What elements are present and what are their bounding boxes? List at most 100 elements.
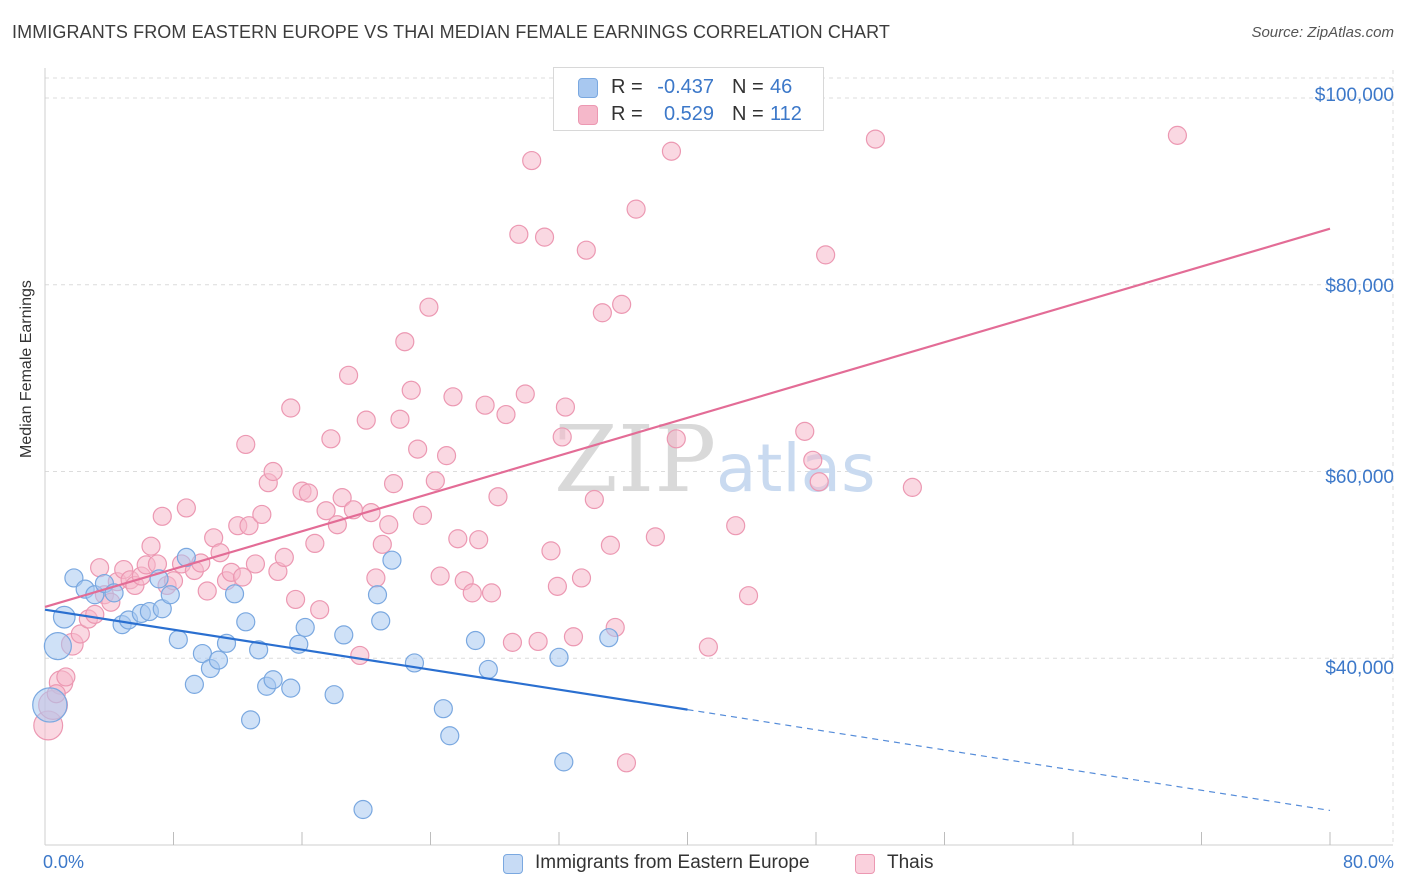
thais-point xyxy=(469,530,489,550)
thais-point xyxy=(285,589,306,610)
thais-point xyxy=(321,429,341,449)
eastern-europe-point xyxy=(367,585,388,605)
thais-point xyxy=(274,547,294,568)
thais-point xyxy=(85,604,105,624)
series-label-thais: Thais xyxy=(887,852,934,873)
thais-point xyxy=(356,410,376,430)
legend-row-thais: R = 0.529 N = 112 xyxy=(554,102,823,128)
thais-point xyxy=(430,566,450,586)
thais-point xyxy=(515,384,535,404)
eastern-europe-point xyxy=(478,659,498,680)
trend-lines xyxy=(44,227,1331,812)
y-tick-label: $60,000 xyxy=(1325,467,1394,488)
thais-point xyxy=(401,380,421,400)
legend-swatch-blue xyxy=(578,78,598,98)
thais-point xyxy=(316,501,336,521)
eastern-europe-point xyxy=(32,687,68,723)
eastern-europe-point xyxy=(334,625,354,645)
thais-point xyxy=(661,141,682,161)
chart-title: IMMIGRANTS FROM EASTERN EUROPE VS THAI M… xyxy=(12,22,891,42)
eastern-europe-point xyxy=(440,726,460,746)
eastern-europe-point xyxy=(353,799,373,820)
thais-point xyxy=(576,240,596,260)
thais-point xyxy=(252,504,272,525)
eastern-europe-point xyxy=(208,650,229,670)
series-label-eastern-europe: Immigrants from Eastern Europe xyxy=(535,852,810,873)
thais-point xyxy=(738,586,759,606)
thais-point xyxy=(571,568,592,588)
source-label: Source: ZipAtlas.com xyxy=(1251,24,1394,41)
y-axis-label: Median Female Earnings xyxy=(18,280,35,458)
eastern-europe-point xyxy=(160,585,180,605)
eastern-europe-point xyxy=(554,752,574,772)
thais-point xyxy=(541,541,561,561)
thais-point xyxy=(197,581,217,601)
series-swatch-blue xyxy=(503,854,523,874)
thais-point xyxy=(1167,125,1188,145)
thais-point xyxy=(366,568,386,588)
thais-point xyxy=(236,434,256,455)
thais-point xyxy=(552,427,572,447)
thais-point xyxy=(443,387,463,407)
thais-point xyxy=(305,533,325,554)
thais-point xyxy=(263,461,283,482)
thais-point xyxy=(645,527,665,547)
thais-point xyxy=(332,488,352,508)
thais-point xyxy=(528,631,548,652)
legend-r-value: 0.529 xyxy=(663,103,714,125)
thais-point xyxy=(592,303,612,323)
eastern-europe-point xyxy=(599,628,619,648)
eastern-europe-trend-extension xyxy=(687,709,1331,812)
thais-point xyxy=(448,529,468,549)
eastern-europe-trend-line xyxy=(44,608,688,711)
thais-point xyxy=(698,637,718,657)
thais-point xyxy=(547,576,567,596)
legend-r-label: R = xyxy=(611,76,643,98)
legend-n-label: N = xyxy=(732,103,764,125)
thais-point xyxy=(245,554,266,574)
thais-point xyxy=(408,439,428,459)
eastern-europe-point xyxy=(281,678,301,698)
eastern-europe-point xyxy=(236,612,256,632)
y-tick-label: $80,000 xyxy=(1325,276,1394,297)
x-tick-label-min: 0.0% xyxy=(43,852,85,872)
thais-point xyxy=(509,224,529,244)
eastern-europe-point xyxy=(263,670,283,690)
thais-point xyxy=(298,483,319,503)
thais-point xyxy=(502,632,523,652)
thais-point xyxy=(865,129,886,149)
thais-point xyxy=(563,627,584,647)
eastern-europe-point xyxy=(192,643,213,664)
thais-point xyxy=(390,409,410,429)
legend-n-value: 46 xyxy=(770,76,793,98)
thais-point xyxy=(425,471,445,491)
eastern-europe-point xyxy=(549,647,569,667)
eastern-europe-point xyxy=(465,630,486,651)
thais-point xyxy=(488,487,508,507)
thais-point xyxy=(372,534,392,554)
thais-point xyxy=(496,404,516,425)
thais-point xyxy=(412,505,433,525)
thais-point xyxy=(90,558,110,578)
thais-point xyxy=(141,536,161,556)
series-legend: Immigrants from Eastern Europe Thais xyxy=(0,852,1406,878)
thais-point xyxy=(584,489,604,510)
y-tick-label: $100,000 xyxy=(1314,85,1394,106)
thais-point xyxy=(534,227,555,247)
thais-point xyxy=(436,446,457,466)
thais-point xyxy=(522,150,542,171)
thais-point xyxy=(600,535,621,555)
thais-point xyxy=(350,645,370,666)
eastern-europe-point xyxy=(295,617,315,638)
thais-point xyxy=(809,472,829,492)
thais-point xyxy=(626,199,646,219)
eastern-europe-point xyxy=(184,674,204,694)
eastern-europe-point xyxy=(324,685,344,705)
thais-point xyxy=(281,398,301,418)
thais-point xyxy=(803,450,823,470)
thais-point xyxy=(310,600,330,620)
thais-point xyxy=(383,474,404,494)
eastern-europe-point xyxy=(224,584,245,604)
thais-point xyxy=(239,516,259,536)
thais-point xyxy=(379,515,399,535)
